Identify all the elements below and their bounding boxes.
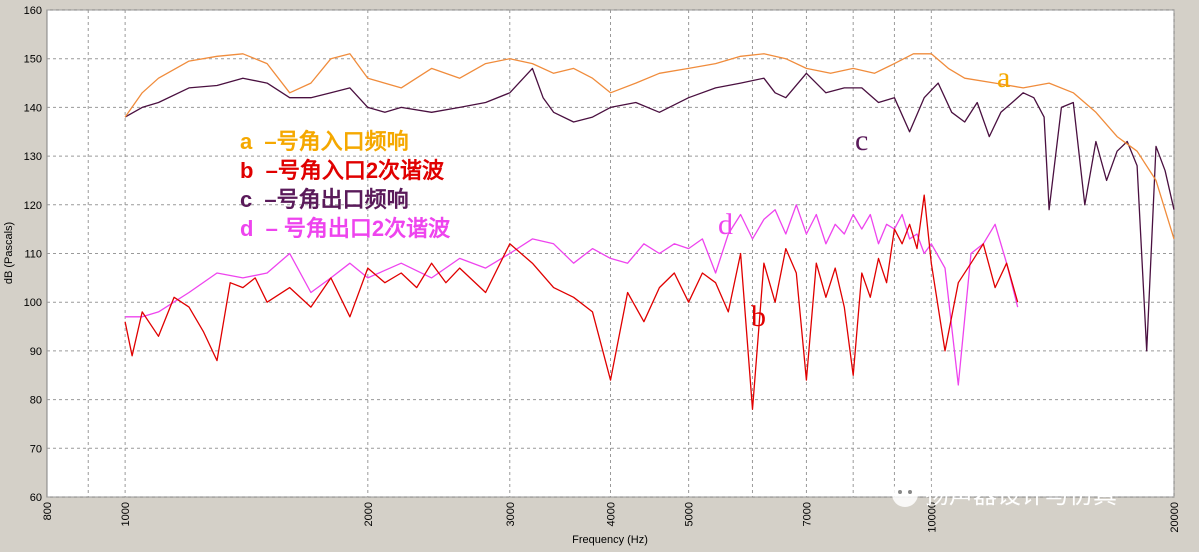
x-tick-label: 5000 xyxy=(684,502,696,526)
grid-lines xyxy=(47,9,1175,498)
y-tick-label: 70 xyxy=(30,443,42,455)
x-tick-label: 10000 xyxy=(926,502,938,533)
watermark: 扬声器设计与仿真 xyxy=(892,481,1117,509)
y-tick-label: 150 xyxy=(24,54,42,66)
wechat-icon-eye-left xyxy=(898,490,902,494)
tick-labels: 60 70 80 90 100 110 120 130 140 150 160 800 1000 2000… xyxy=(24,5,1181,533)
y-tick-label: 130 xyxy=(24,151,42,163)
series-line-d xyxy=(125,204,1019,386)
x-axis-title: Frequency (Hz) xyxy=(572,534,648,546)
y-tick-label: 80 xyxy=(30,395,42,407)
legend-letter-c: c xyxy=(240,187,252,212)
series-line-c xyxy=(124,67,1175,352)
wechat-icon-eye-right xyxy=(908,490,912,494)
legend-entry-c: c –号角出口频响 xyxy=(240,187,409,212)
series-line-b xyxy=(124,194,1019,410)
y-tick-label: 120 xyxy=(24,200,42,212)
x-tick-label: 20000 xyxy=(1169,502,1181,533)
x-tick-label: 1000 xyxy=(120,502,132,526)
y-tick-label: 100 xyxy=(24,297,42,309)
legend-text-d: – 号角出口2次谐波 xyxy=(266,216,452,241)
y-tick-label: 110 xyxy=(24,249,42,261)
x-tick-label: 3000 xyxy=(505,502,517,526)
y-tick-label: 160 xyxy=(24,5,42,17)
legend-letter-d: d xyxy=(240,216,253,241)
legend-letter-a: a xyxy=(240,129,253,154)
legend-text-a: –号角入口频响 xyxy=(264,129,408,154)
x-tick-label: 800 xyxy=(42,502,54,520)
x-tick-label: 4000 xyxy=(606,502,618,526)
series-label-d: d xyxy=(718,208,733,241)
legend-entry-b: b –号角入口2次谐波 xyxy=(240,158,445,183)
series-layer xyxy=(124,53,1175,410)
series-line-a xyxy=(124,53,1175,240)
wechat-icon xyxy=(892,481,918,507)
y-axis-title: dB (Pascals) xyxy=(3,222,15,284)
x-tick-label: 2000 xyxy=(363,502,375,526)
series-label-a: a xyxy=(997,61,1010,94)
legend: a –号角入口频响 b –号角入口2次谐波 c –号角出口频响 d – 号角出口… xyxy=(240,129,451,241)
series-label-b: b xyxy=(751,300,766,333)
legend-entry-a: a –号角入口频响 xyxy=(240,129,409,154)
series-label-c: c xyxy=(855,124,868,157)
watermark-text: 扬声器设计与仿真 xyxy=(925,482,1117,509)
x-tick-label: 7000 xyxy=(801,502,813,526)
legend-letter-b: b xyxy=(240,158,253,183)
y-tick-label: 140 xyxy=(24,102,42,114)
legend-entry-d: d – 号角出口2次谐波 xyxy=(240,216,451,241)
y-tick-label: 60 xyxy=(30,492,42,504)
legend-text-b: –号角入口2次谐波 xyxy=(266,158,445,183)
legend-text-c: –号角出口频响 xyxy=(264,187,408,212)
y-tick-label: 90 xyxy=(30,346,42,358)
